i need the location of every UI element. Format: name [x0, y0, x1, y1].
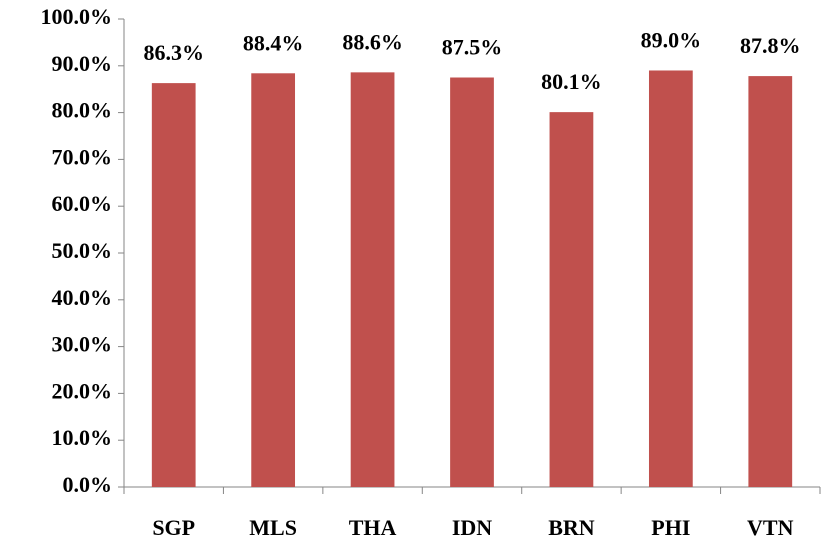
- value-label: 86.3%: [143, 40, 204, 65]
- bar: [251, 73, 296, 488]
- bar: [748, 76, 793, 487]
- y-tick-label: 20.0%: [52, 378, 113, 403]
- x-tick-label: IDN: [452, 515, 492, 540]
- y-tick-label: 50.0%: [52, 238, 113, 263]
- y-tick-label: 10.0%: [52, 425, 113, 450]
- x-tick-label: PHI: [651, 515, 690, 540]
- x-tick-label: BRN: [548, 515, 595, 540]
- bar: [648, 70, 693, 487]
- y-tick-label: 100.0%: [41, 4, 113, 29]
- value-label: 87.8%: [740, 33, 801, 58]
- value-label: 88.4%: [243, 30, 304, 55]
- x-tick-label: THA: [349, 515, 397, 540]
- bar: [450, 77, 494, 487]
- y-tick-label: 40.0%: [52, 285, 113, 310]
- bar: [549, 112, 594, 487]
- x-tick-label: VTN: [747, 515, 794, 540]
- y-tick-label: 30.0%: [52, 332, 113, 357]
- value-label: 88.6%: [342, 29, 403, 54]
- value-label: 89.0%: [641, 28, 702, 53]
- y-tick-label: 80.0%: [52, 98, 113, 123]
- y-tick-label: 0.0%: [63, 472, 113, 497]
- value-label: 87.5%: [442, 35, 503, 60]
- x-tick-label: SGP: [152, 515, 195, 540]
- bar: [151, 83, 196, 487]
- value-label: 80.1%: [541, 69, 602, 94]
- bar: [350, 72, 395, 488]
- y-tick-label: 60.0%: [52, 191, 113, 216]
- y-tick-label: 70.0%: [52, 144, 113, 169]
- y-tick-label: 90.0%: [52, 51, 113, 76]
- x-tick-label: MLS: [249, 515, 297, 540]
